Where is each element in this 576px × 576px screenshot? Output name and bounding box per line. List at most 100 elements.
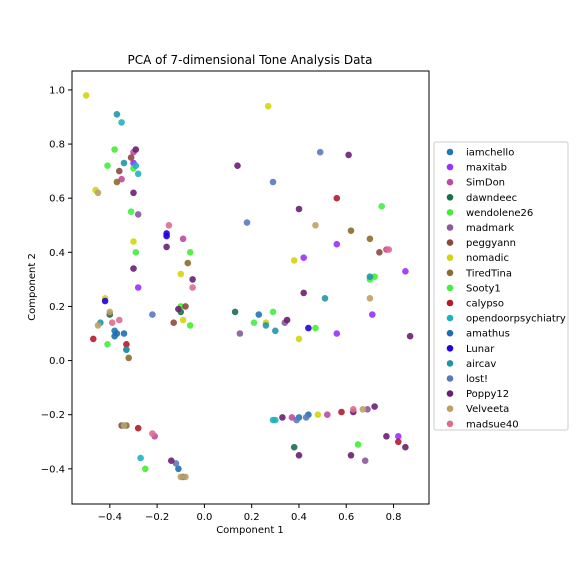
- data-point: [111, 146, 118, 153]
- legend-label: Sooty1: [466, 283, 501, 294]
- data-point: [300, 254, 308, 261]
- data-point: [255, 311, 263, 318]
- data-point: [395, 433, 402, 440]
- legend-item: madsue40: [446, 419, 519, 430]
- y-tick-label: 0.0: [49, 356, 65, 367]
- data-point: [134, 170, 142, 178]
- data-point: [116, 316, 123, 324]
- legend-item: peggyann: [446, 238, 516, 249]
- legend-item: iamchello: [446, 148, 514, 159]
- data-point: [130, 265, 137, 272]
- data-point: [165, 222, 173, 229]
- data-point: [179, 235, 187, 243]
- data-point: [106, 308, 114, 316]
- data-point: [175, 465, 182, 473]
- legend-marker: [446, 239, 454, 246]
- legend-marker: [446, 284, 454, 292]
- data-point: [385, 246, 393, 253]
- legend-label: TiredTina: [465, 268, 512, 279]
- data-point: [94, 189, 102, 197]
- data-point: [120, 330, 128, 337]
- legend-label: Velveeta: [466, 404, 509, 415]
- data-point: [113, 111, 121, 118]
- legend-marker: [446, 148, 454, 156]
- legend-marker: [446, 299, 454, 307]
- legend-item: madmark: [446, 223, 514, 234]
- data-point: [269, 178, 277, 186]
- data-point: [184, 259, 192, 267]
- y-axis-title: Component 2: [27, 253, 38, 321]
- data-point: [295, 205, 303, 213]
- data-point: [123, 346, 130, 354]
- data-point: [130, 238, 137, 245]
- data-point: [113, 178, 121, 186]
- data-point: [293, 416, 300, 424]
- y-axis: −0.4 −0.2 0.0 0.2 0.4 0.6 0.8 1.0: [41, 85, 72, 475]
- data-point: [125, 354, 132, 362]
- data-point: [149, 430, 156, 437]
- legend-label: peggyann: [466, 238, 516, 249]
- data-point: [132, 249, 140, 256]
- y-tick-label: 0.4: [49, 248, 65, 259]
- legend-marker: [446, 360, 454, 367]
- data-point: [113, 330, 121, 337]
- x-axis: −0.4 −0.2 0.0 0.2 0.4 0.6 0.8: [98, 504, 401, 523]
- plot-points: [82, 92, 414, 481]
- legend-label: nomadic: [466, 253, 509, 264]
- data-point: [170, 319, 177, 327]
- legend-label: dawndeec: [466, 193, 517, 204]
- data-point: [324, 411, 331, 419]
- data-point: [361, 457, 369, 465]
- data-point: [118, 119, 125, 126]
- data-point: [175, 305, 182, 313]
- data-point: [179, 316, 187, 324]
- data-point: [82, 92, 90, 99]
- legend-item: Lunar: [446, 344, 495, 355]
- data-point: [236, 330, 244, 337]
- legend-label: lost!: [466, 374, 488, 385]
- legend-label: calypso: [466, 299, 504, 310]
- data-point: [243, 219, 251, 226]
- data-point: [132, 146, 140, 153]
- data-point: [305, 324, 312, 332]
- legend-item: nomadic: [446, 253, 509, 264]
- data-point: [350, 406, 357, 413]
- legend-marker: [446, 209, 454, 216]
- data-point: [250, 319, 258, 327]
- data-point: [182, 303, 189, 310]
- legend-marker: [446, 405, 454, 413]
- data-point: [359, 406, 367, 413]
- data-point: [314, 411, 322, 419]
- data-point: [295, 335, 303, 343]
- data-point: [134, 211, 142, 218]
- legend-label: wendolene26: [466, 208, 533, 219]
- data-point: [101, 297, 109, 305]
- data-point: [395, 438, 402, 446]
- data-point: [142, 465, 149, 473]
- legend-item: dawndeec: [446, 193, 517, 204]
- x-tick-label: 0.2: [244, 512, 260, 523]
- data-point: [186, 249, 194, 256]
- data-point: [295, 452, 303, 459]
- x-tick-label: 0.0: [196, 512, 212, 523]
- legend-item: Poppy12: [446, 389, 509, 400]
- data-point: [134, 424, 142, 432]
- y-tick-label: 0.2: [49, 302, 65, 313]
- legend-label: aircav: [466, 359, 496, 370]
- legend-marker: [446, 390, 454, 397]
- data-point: [177, 473, 185, 481]
- data-point: [231, 308, 239, 316]
- data-point: [371, 403, 378, 410]
- data-point: [402, 268, 409, 275]
- data-point: [127, 208, 135, 215]
- data-point: [354, 441, 362, 448]
- data-point: [378, 203, 386, 210]
- legend-marker: [446, 178, 454, 186]
- data-point: [290, 257, 298, 264]
- legend-marker: [446, 375, 454, 382]
- y-tick-label: 0.6: [49, 194, 65, 205]
- data-point: [123, 341, 130, 348]
- data-point: [94, 322, 102, 329]
- legend-item: aircav: [446, 359, 496, 370]
